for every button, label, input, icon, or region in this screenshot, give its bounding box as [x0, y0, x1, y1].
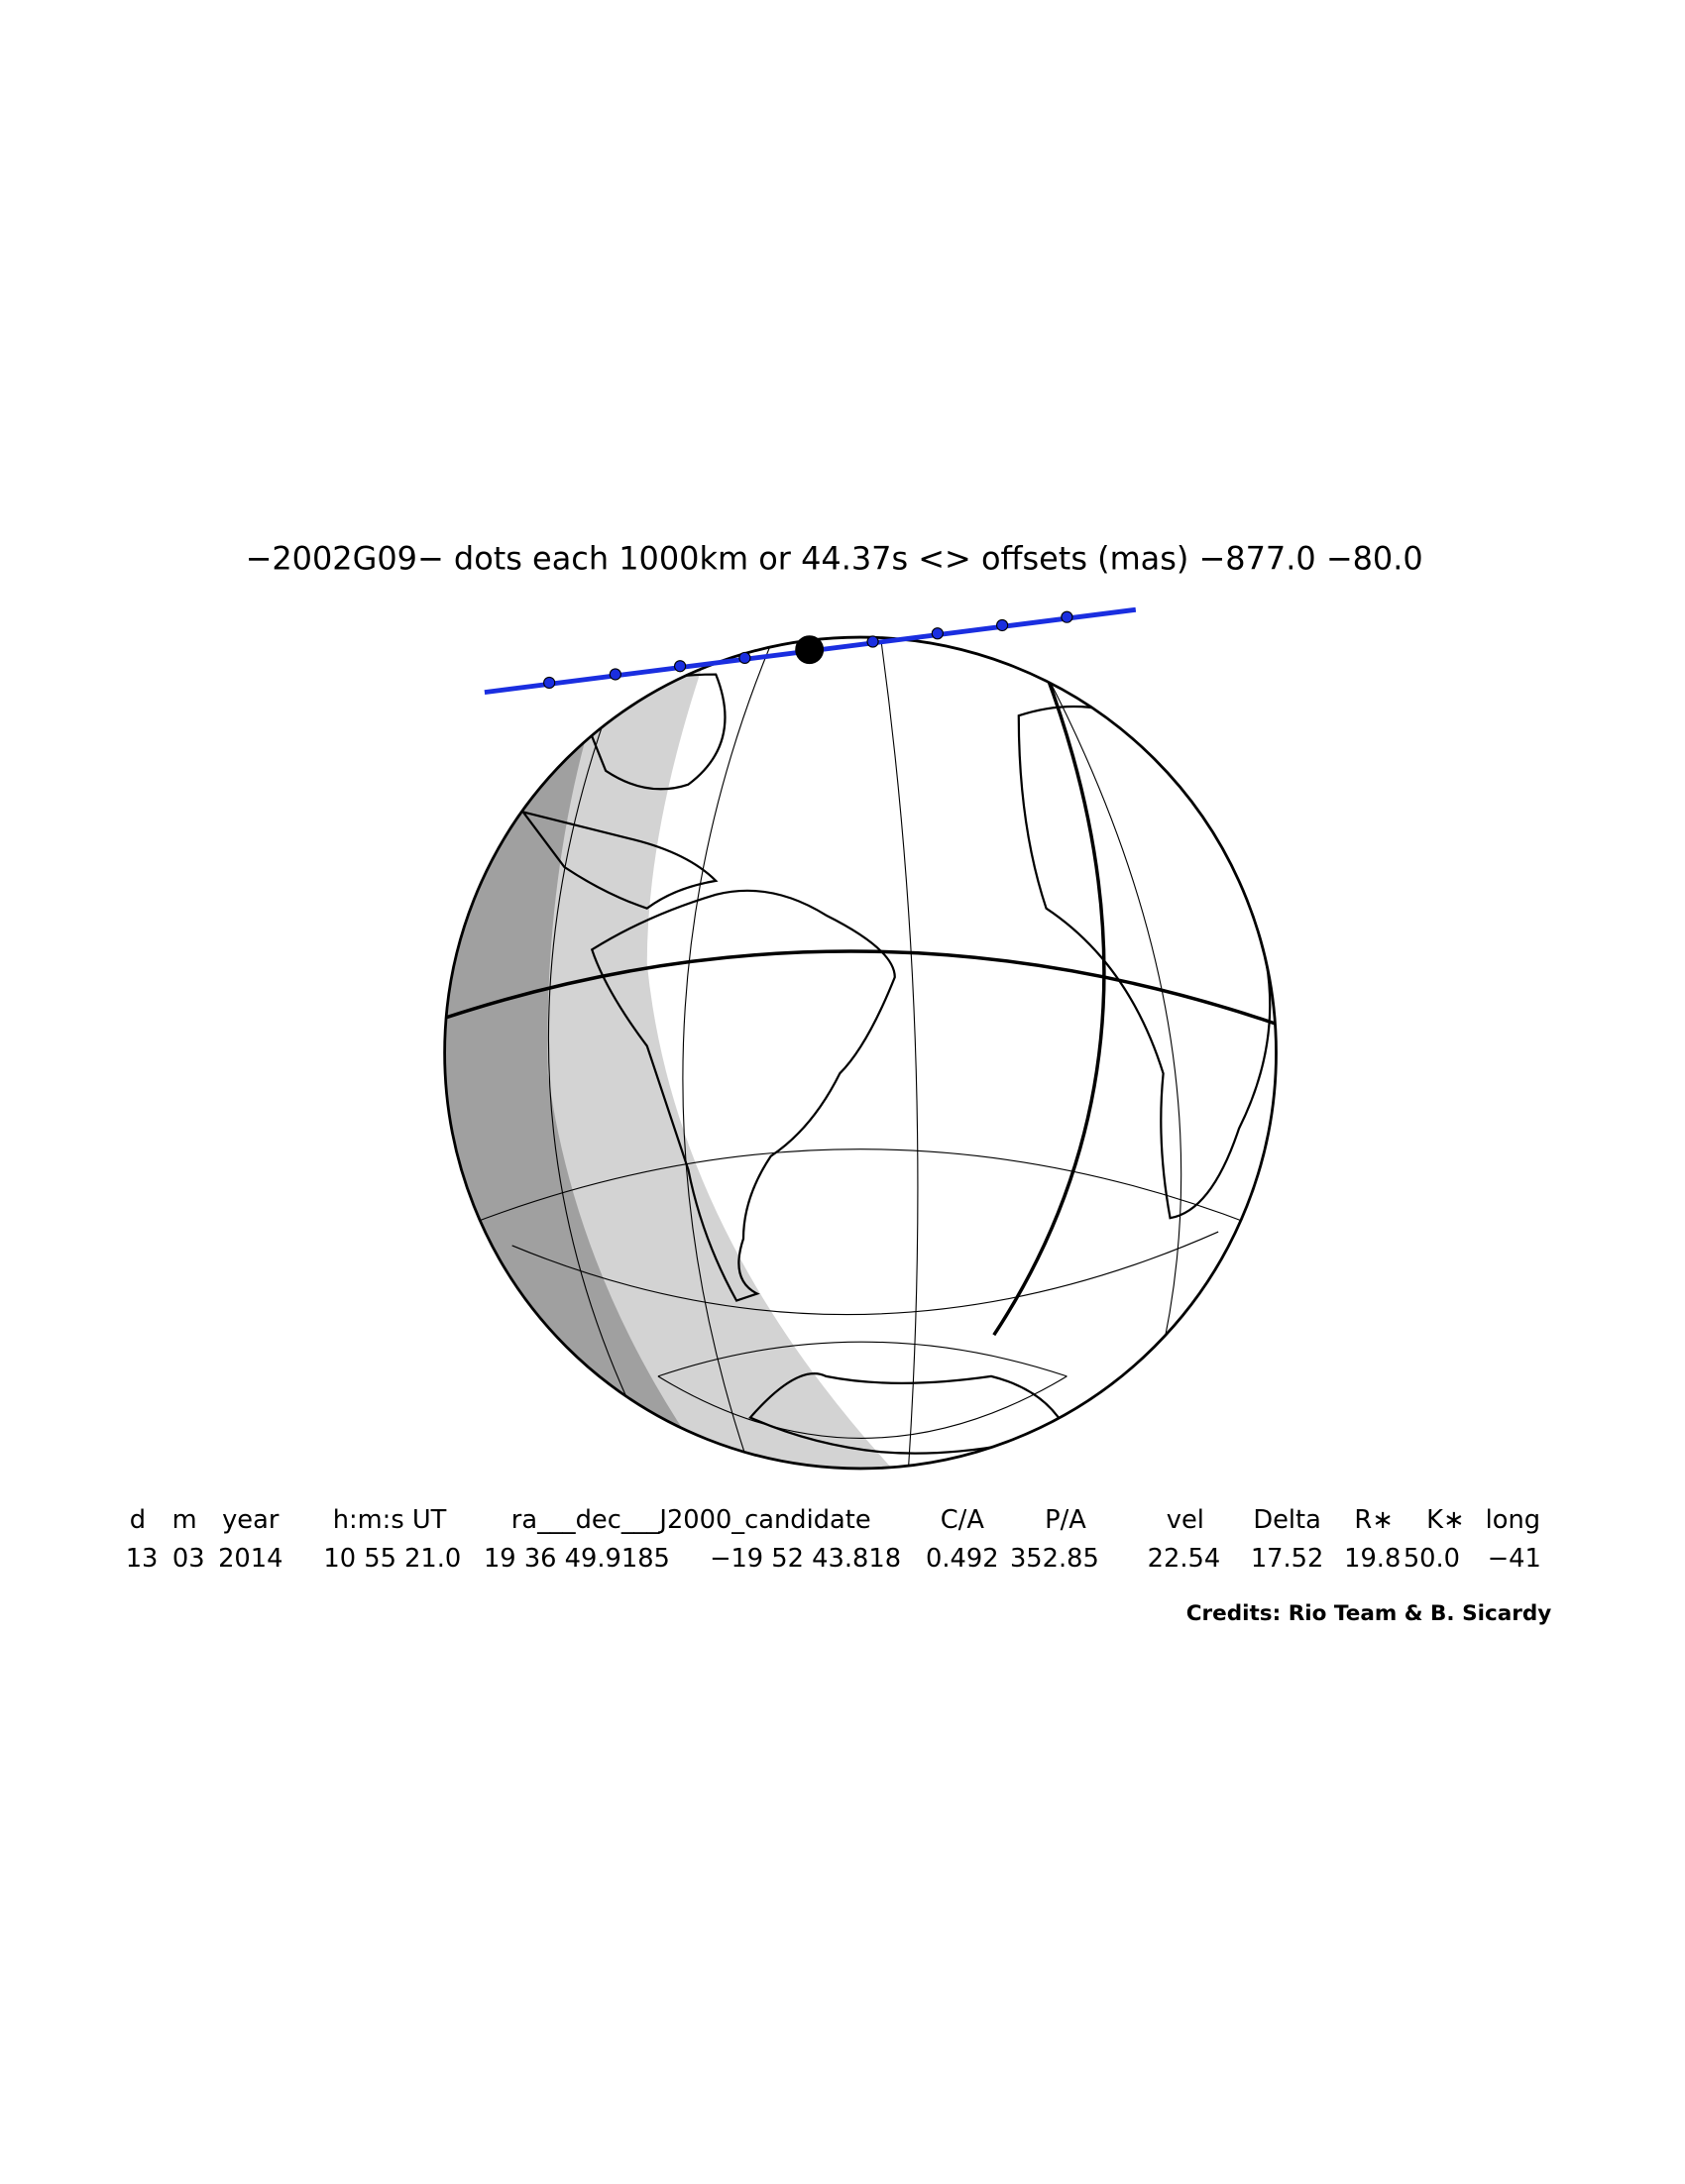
coastlines [520, 673, 1272, 1455]
table-header: K∗ [1426, 1505, 1464, 1535]
table-cell: 19 36 49.9185 [484, 1544, 670, 1574]
table-cell: 19.8 [1344, 1544, 1401, 1574]
shadow-path [484, 606, 1137, 696]
globe [443, 635, 1278, 1471]
table-header: C/A [941, 1505, 985, 1535]
table-header: P/A [1045, 1505, 1086, 1535]
table-cell: 50.0 [1404, 1544, 1460, 1574]
credits: Credits: Rio Team & B. Sicardy [1186, 1601, 1552, 1626]
table-header: Delta [1253, 1505, 1321, 1535]
table-header: h:m:s UT [333, 1505, 447, 1535]
table-cell: −41 [1488, 1544, 1541, 1574]
table-cell: 2014 [218, 1544, 282, 1574]
path-dot [738, 651, 751, 665]
table-header: vel [1167, 1505, 1204, 1535]
table-cell: 03 [172, 1544, 205, 1574]
table-cell: 352.85 [1010, 1544, 1099, 1574]
table-cell: 13 [126, 1544, 159, 1574]
path-dot [543, 676, 556, 690]
table-cell: −19 52 43.818 [710, 1544, 901, 1574]
table-cell: 17.52 [1251, 1544, 1324, 1574]
table-cell: 0.492 [926, 1544, 999, 1574]
path-dot [931, 627, 944, 640]
table-header: ra___dec___J2000_candidate [511, 1505, 871, 1535]
table-header: m [172, 1505, 197, 1535]
path-dot [996, 618, 1009, 632]
table-header: R∗ [1354, 1505, 1393, 1535]
path-dot [609, 668, 621, 681]
path-dot [1061, 610, 1073, 623]
table-cell: 22.54 [1148, 1544, 1221, 1574]
path-dot [795, 635, 825, 665]
path-dot [674, 660, 687, 673]
table-header: year [222, 1505, 280, 1535]
table-header: d [130, 1505, 146, 1535]
map-title: −2002G09− dots each 1000km or 44.37s <> … [246, 539, 1423, 577]
table-cell: 10 55 21.0 [323, 1544, 461, 1574]
path-dot [866, 635, 879, 648]
table-header: long [1486, 1505, 1540, 1535]
